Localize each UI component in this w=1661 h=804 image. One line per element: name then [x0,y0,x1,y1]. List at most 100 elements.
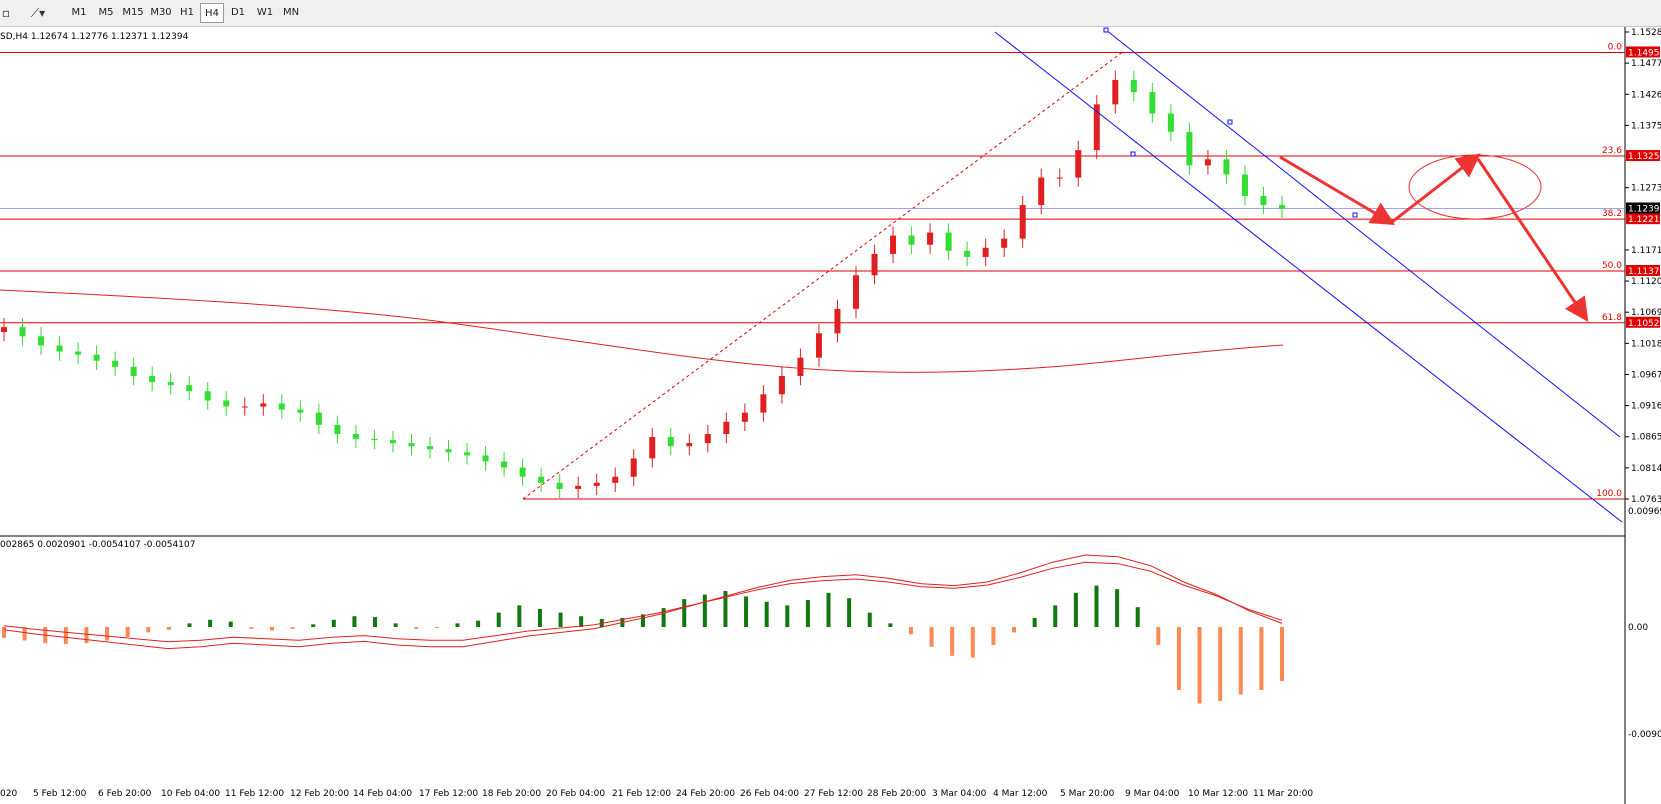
candle-body [1056,177,1063,179]
fib-price-label: 1.10522 [1628,319,1661,329]
macd-bar [537,609,542,627]
candle-body [945,232,952,251]
macd-bar [867,612,872,627]
timeframe-m30-button[interactable]: M30 [150,7,172,18]
price-tick-label: 1.11715 [1631,246,1661,256]
macd-bar [414,627,419,629]
timeframe-w1-button[interactable]: W1 [256,7,274,18]
fib-price-tag [1626,264,1660,276]
price-tick-label: 1.13755 [1631,121,1661,131]
price-tick-label: 1.09675 [1631,370,1661,380]
fib-price-tag [1626,46,1660,58]
candle-body [1019,205,1026,239]
candle-body [964,250,971,257]
forecast-ellipse [1408,154,1542,220]
fib-price-tag [1626,150,1660,162]
candle-body [204,391,211,401]
macd-bar [826,592,831,627]
candle-body [649,437,656,459]
date-tick-label: 9 Mar 04:00 [1125,789,1180,799]
candle-body [315,412,322,425]
macd-bar [455,623,460,627]
candle-body [389,440,396,444]
macd-bar [1012,627,1017,633]
channel-handle [1227,119,1233,125]
candle-body [871,253,878,276]
candle-body [1223,159,1230,175]
candle-body [1093,104,1100,151]
macd-bar [496,612,501,627]
fib-price-tag [1626,213,1660,225]
candle-body [112,360,119,367]
macd-bar [228,621,233,627]
candle-body [130,366,137,376]
date-tick-label: 24 Feb 20:00 [676,789,735,799]
macd-bar [393,623,398,627]
candlesticks [1,70,1285,499]
price-tick-label: 1.14265 [1631,90,1661,100]
candle-body [778,375,785,395]
macd-bar [1115,589,1120,627]
date-tick-label: 5 Feb 12:00 [33,789,87,799]
candle-body [1241,174,1248,196]
macd-bar [373,617,378,627]
moving-average [0,289,1284,373]
macd-bar [269,627,274,631]
timeframe-m5-button[interactable]: M5 [98,7,114,18]
price-tick-label: 1.15285 [1631,28,1661,38]
macd-bar [805,600,810,627]
macd-bar [764,601,769,627]
macd-bar [1032,618,1037,627]
macd-signal-line-2 [3,561,1283,643]
candle-body [38,336,45,346]
macd-bar [1053,605,1058,627]
macd-bar [558,612,563,627]
fib-level-label: 61.8 [1602,313,1622,323]
candle-body [241,406,248,408]
timeframe-mn-button[interactable]: MN [282,7,300,18]
candle-body [75,351,82,355]
candle-body [760,394,767,413]
candle-body [149,375,156,383]
timeframe-h4-button[interactable]: H4 [200,3,224,23]
trend-channel[interactable] [994,27,1623,523]
macd-bar [1073,592,1078,627]
candle-body [593,482,600,486]
timeframe-m15-button[interactable]: M15 [122,7,144,18]
candle-body [408,443,415,447]
menu-icon[interactable]: ▫ [1,6,11,20]
macd-bar [847,598,852,627]
date-tick-label: 6 Feb 20:00 [98,789,152,799]
date-tick-label: 14 Feb 04:00 [353,789,412,799]
macd-bar [1280,627,1284,681]
timeframe-d1-button[interactable]: D1 [230,7,246,18]
macd-header: 002865 0.0020901 -0.0054107 -0.0054107 [0,540,195,550]
timeframe-h1-button[interactable]: H1 [180,7,194,18]
macd-bar [641,614,645,627]
date-tick-label: 17 Feb 12:00 [419,789,478,799]
date-tick-label: 5 Mar 20:00 [1060,789,1115,799]
channel-lower-line [994,31,1623,523]
macd-bar [146,627,151,633]
price-chart[interactable]: SD,H4 1.12674 1.12776 1.12371 1.12394 00… [0,27,1661,804]
channel-upper-line [1105,29,1621,438]
candle-body [56,345,63,352]
price-axis: 1.15285 1.14775 1.14265 1.13755 1.12735 1.117… [1625,28,1661,505]
moving-average-line [0,289,1284,373]
date-tick-label: 020 [0,789,17,799]
timeframe-m1-button[interactable]: M1 [71,7,87,18]
fib-trendline [522,52,1123,500]
macd-bar [290,627,295,629]
drawing-tools-icon[interactable]: ⟋▾ [30,6,46,20]
date-tick-label: 3 Mar 04:00 [932,789,987,799]
price-tick-label: 1.08145 [1631,464,1661,474]
macd-bar [950,627,955,656]
date-tick-label: 12 Feb 20:00 [290,789,349,799]
macd-bar [991,627,996,645]
candle-body [538,476,545,483]
forecast-arrow-down [1279,155,1396,226]
macd-bar [311,624,316,627]
fib-level-label: 100.0 [1596,489,1622,499]
